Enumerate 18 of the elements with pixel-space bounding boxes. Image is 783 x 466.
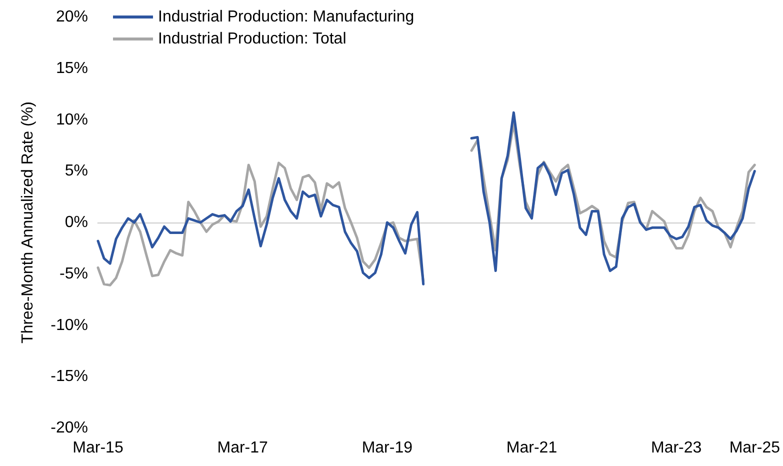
legend-label: Industrial Production: Manufacturing: [158, 8, 414, 26]
x-tick-label: Mar-15: [72, 440, 124, 456]
legend-label: Industrial Production: Total: [158, 30, 346, 48]
x-tick-label: Mar-25: [729, 440, 780, 456]
x-tick-label: Mar-21: [506, 440, 558, 456]
y-tick-label: 10%: [56, 111, 88, 128]
y-tick-label: -5%: [60, 265, 88, 282]
y-tick-label: 15%: [56, 60, 88, 77]
y-axis-title: Three-Month Annualized Rate (%): [20, 102, 36, 344]
x-tick-label: Mar-17: [217, 440, 268, 456]
x-tick-label: Mar-23: [651, 440, 702, 456]
y-tick-label: 5%: [64, 162, 88, 180]
y-tick-label: -20%: [50, 420, 88, 436]
x-tick-label: Mar-19: [362, 440, 413, 456]
y-tick-label: 20%: [56, 8, 88, 26]
y-tick-label: 0%: [64, 214, 88, 231]
y-tick-label: -10%: [50, 316, 88, 334]
y-tick-label: -15%: [50, 368, 88, 386]
